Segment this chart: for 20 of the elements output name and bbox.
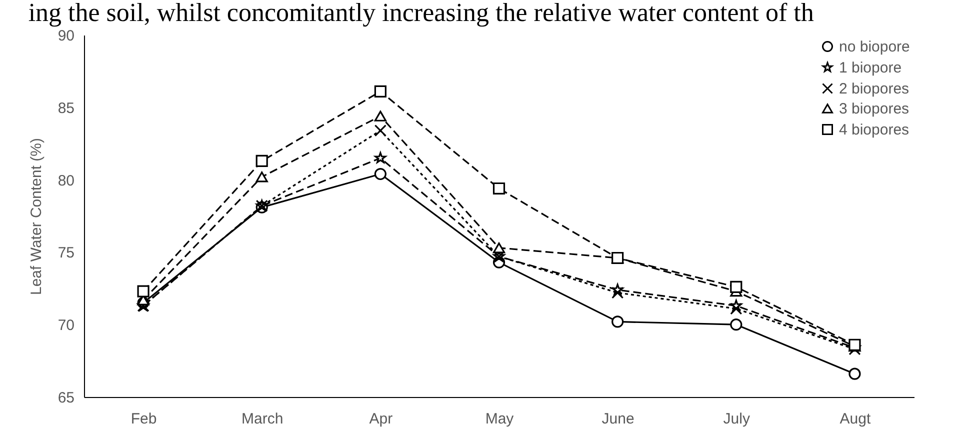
y-axis-title: Leaf Water Content (%) <box>28 138 45 296</box>
y-tick-label: 85 <box>58 100 74 117</box>
legend-label: 4 biopores <box>839 122 910 138</box>
y-tick-label: 65 <box>58 390 74 406</box>
legend-label: 3 biopores <box>839 100 910 118</box>
y-tick-label: 75 <box>58 244 74 262</box>
text: ing the soil, whilst concomitantly increasing the relative water content of th <box>28 0 814 27</box>
y-tick-label: 70 <box>58 317 74 334</box>
y-tick-label: 80 <box>58 172 74 190</box>
x-tick-label: Augt <box>840 410 872 428</box>
x-tick-label: July <box>723 410 750 428</box>
x-tick-label: March <box>242 410 284 428</box>
y-tick-label: 90 <box>58 28 74 44</box>
legend-label: 2 biopores <box>839 80 910 98</box>
x-tick-label: June <box>602 410 634 428</box>
x-tick-label: Apr <box>369 410 393 428</box>
x-tick-label: May <box>485 410 514 428</box>
legend-label: 1 biopore <box>839 60 902 76</box>
legend-label: no biopore <box>839 38 910 56</box>
x-tick-label: Feb <box>130 410 157 428</box>
